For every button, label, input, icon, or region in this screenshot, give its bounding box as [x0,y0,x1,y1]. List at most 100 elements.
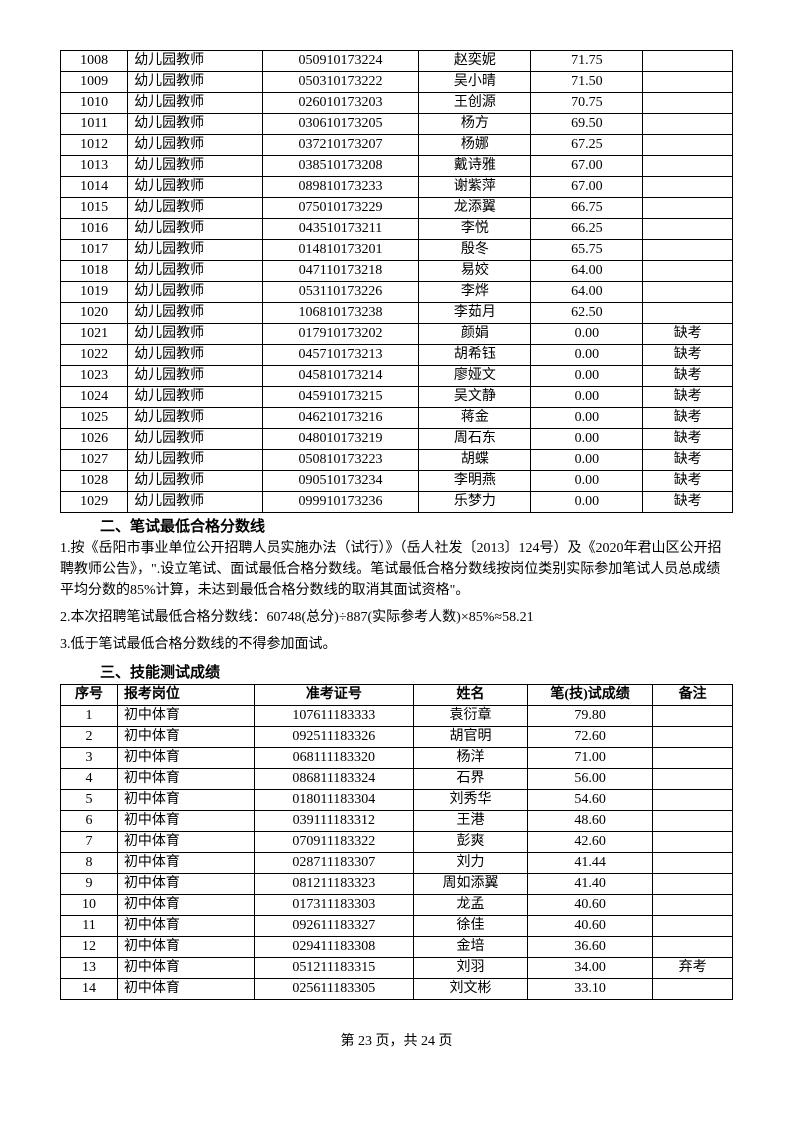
table-cell [643,156,733,177]
table-cell: 1027 [61,450,128,471]
table-cell: 014810173201 [262,240,419,261]
table-cell: 胡官明 [414,727,528,748]
table-cell [643,198,733,219]
table-cell: 缺考 [643,429,733,450]
table-cell: 赵奕妮 [419,51,531,72]
table-cell: 刘羽 [414,958,528,979]
table-cell: 0.00 [531,429,643,450]
table-cell: 初中体育 [117,706,254,727]
table-cell: 0.00 [531,408,643,429]
table-cell: 039111183312 [254,811,413,832]
table-cell: 幼儿园教师 [128,282,262,303]
table-cell: 0.00 [531,450,643,471]
table-cell [653,916,733,937]
table-cell: 045710173213 [262,345,419,366]
table-cell: 67.00 [531,177,643,198]
table-cell: 李悦 [419,219,531,240]
table-cell: 1018 [61,261,128,282]
table-cell: 徐佳 [414,916,528,937]
table-cell: 胡希钰 [419,345,531,366]
table-header: 序号 [61,685,118,706]
table-cell: 幼儿园教师 [128,366,262,387]
table-cell: 1015 [61,198,128,219]
table-cell: 谢紫萍 [419,177,531,198]
table-cell: 0.00 [531,345,643,366]
table-cell: 幼儿园教师 [128,387,262,408]
table-row: 8初中体育028711183307刘力41.44 [61,853,733,874]
table-cell: 刘文彬 [414,979,528,1000]
table-cell: 1023 [61,366,128,387]
table-cell [643,282,733,303]
table-cell: 缺考 [643,324,733,345]
table-row: 1024幼儿园教师045910173215吴文静0.00缺考 [61,387,733,408]
table-cell: 廖娅文 [419,366,531,387]
table-cell: 初中体育 [117,790,254,811]
table-row: 1020幼儿园教师106810173238李茹月62.50 [61,303,733,324]
table-cell: 袁衍章 [414,706,528,727]
table-cell: 33.10 [527,979,652,1000]
paragraph-2: 2.本次招聘笔试最低合格分数线：60748(总分)÷887(实际参考人数)×85… [60,607,733,628]
table-cell: 36.60 [527,937,652,958]
table-cell: 8 [61,853,118,874]
table-cell: 初中体育 [117,811,254,832]
table-cell: 0.00 [531,471,643,492]
table-cell: 090510173234 [262,471,419,492]
table-cell: 70.75 [531,93,643,114]
table-cell: 025611183305 [254,979,413,1000]
table-cell: 刘力 [414,853,528,874]
table-cell: 刘秀华 [414,790,528,811]
table-cell [653,895,733,916]
table-row: 1025幼儿园教师046210173216蒋金0.00缺考 [61,408,733,429]
table-cell: 107611183333 [254,706,413,727]
table-cell: 幼儿园教师 [128,135,262,156]
table-cell: 40.60 [527,895,652,916]
table-cell: 幼儿园教师 [128,177,262,198]
table-cell: 050910173224 [262,51,419,72]
table-cell: 9 [61,874,118,895]
table-cell [653,832,733,853]
table-cell: 缺考 [643,492,733,513]
table-row: 9初中体育081211183323周如添翼41.40 [61,874,733,895]
table-cell [643,114,733,135]
table-cell: 幼儿园教师 [128,114,262,135]
table-cell: 乐梦力 [419,492,531,513]
table-cell: 048010173219 [262,429,419,450]
table-cell: 068111183320 [254,748,413,769]
table-cell: 1010 [61,93,128,114]
table-cell: 初中体育 [117,769,254,790]
table-cell: 71.75 [531,51,643,72]
table-cell: 1019 [61,282,128,303]
table-cell: 045910173215 [262,387,419,408]
section2-title: 二、笔试最低合格分数线 [100,515,733,536]
table-cell: 1012 [61,135,128,156]
table-cell [653,853,733,874]
table-cell [643,219,733,240]
table-cell: 幼儿园教师 [128,492,262,513]
table-header: 报考岗位 [117,685,254,706]
table-cell: 初中体育 [117,853,254,874]
table-cell: 1029 [61,492,128,513]
table-cell: 050310173222 [262,72,419,93]
table-cell: 017311183303 [254,895,413,916]
table-row: 1014幼儿园教师089810173233谢紫萍67.00 [61,177,733,198]
table-cell: 40.60 [527,916,652,937]
table-row: 2初中体育092511183326胡官明72.60 [61,727,733,748]
table-cell: 050810173223 [262,450,419,471]
scores-table-2: 序号报考岗位准考证号姓名笔(技)试成绩备注 1初中体育107611183333袁… [60,684,733,1000]
table-row: 11初中体育092611183327徐佳40.60 [61,916,733,937]
table-cell: 缺考 [643,408,733,429]
table-cell: 初中体育 [117,937,254,958]
table-cell: 金培 [414,937,528,958]
table-cell: 1024 [61,387,128,408]
table-cell: 幼儿园教师 [128,324,262,345]
table-cell: 48.60 [527,811,652,832]
table-header: 备注 [653,685,733,706]
table-row: 12初中体育029411183308金培36.60 [61,937,733,958]
table-cell [643,303,733,324]
table-cell: 缺考 [643,471,733,492]
table-cell: 047110173218 [262,261,419,282]
table-cell: 幼儿园教师 [128,198,262,219]
table-cell: 14 [61,979,118,1000]
table-cell: 1020 [61,303,128,324]
table-cell: 初中体育 [117,895,254,916]
